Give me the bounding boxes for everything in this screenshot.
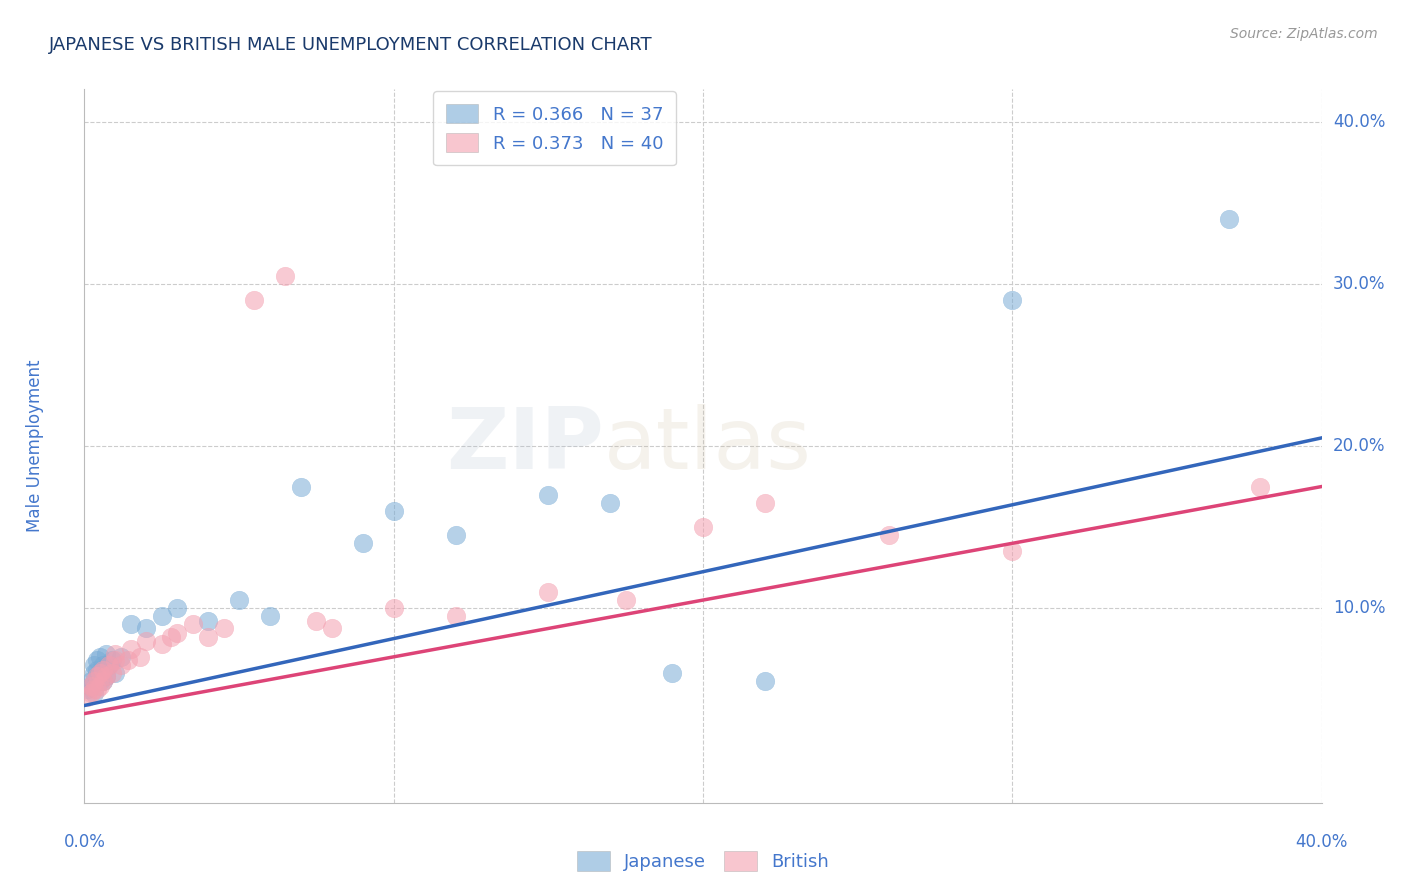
Point <box>537 585 560 599</box>
Point <box>79 679 101 693</box>
Point <box>104 647 127 661</box>
Text: Male Unemployment: Male Unemployment <box>25 359 44 533</box>
Point <box>89 674 111 689</box>
Point <box>101 653 124 667</box>
Point <box>166 625 188 640</box>
Point <box>104 653 127 667</box>
Point <box>212 621 235 635</box>
Point <box>382 601 405 615</box>
Point <box>98 657 121 672</box>
Point <box>692 520 714 534</box>
Text: 20.0%: 20.0% <box>1333 437 1385 455</box>
Point <box>160 631 183 645</box>
Point <box>129 649 152 664</box>
Text: 40.0%: 40.0% <box>1295 833 1348 851</box>
Point <box>135 621 157 635</box>
Point <box>120 641 142 656</box>
Point <box>91 663 114 677</box>
Text: 40.0%: 40.0% <box>1333 112 1385 130</box>
Point <box>228 593 250 607</box>
Point <box>243 293 266 307</box>
Text: ZIP: ZIP <box>446 404 605 488</box>
Point <box>89 666 111 681</box>
Point <box>1249 479 1271 493</box>
Point <box>321 621 343 635</box>
Point <box>101 666 124 681</box>
Point <box>1001 544 1024 558</box>
Point <box>352 536 374 550</box>
Point <box>91 674 114 689</box>
Point <box>110 649 132 664</box>
Text: 0.0%: 0.0% <box>63 833 105 851</box>
Point <box>1001 293 1024 307</box>
Point <box>79 674 101 689</box>
Point <box>91 674 114 689</box>
Point <box>89 666 111 681</box>
Point <box>91 657 114 672</box>
Point <box>197 614 219 628</box>
Point <box>382 504 405 518</box>
Point <box>1218 211 1240 226</box>
Text: Source: ZipAtlas.com: Source: ZipAtlas.com <box>1230 27 1378 41</box>
Point <box>79 679 101 693</box>
Point <box>94 669 117 683</box>
Point <box>197 631 219 645</box>
Text: atlas: atlas <box>605 404 813 488</box>
Point <box>444 609 467 624</box>
Point <box>76 690 98 705</box>
Point <box>274 268 297 283</box>
Point <box>79 685 101 699</box>
Point <box>86 653 108 667</box>
Point <box>135 633 157 648</box>
Legend: R = 0.366   N = 37, R = 0.373   N = 40: R = 0.366 N = 37, R = 0.373 N = 40 <box>433 91 676 165</box>
Point <box>89 649 111 664</box>
Point <box>86 663 108 677</box>
Point <box>86 669 108 683</box>
Point <box>305 614 328 628</box>
Point <box>259 609 281 624</box>
Point <box>614 593 637 607</box>
Text: 30.0%: 30.0% <box>1333 275 1385 293</box>
Point <box>444 528 467 542</box>
Point <box>754 496 776 510</box>
Point <box>83 666 105 681</box>
Point <box>290 479 312 493</box>
Point <box>86 682 108 697</box>
Text: JAPANESE VS BRITISH MALE UNEMPLOYMENT CORRELATION CHART: JAPANESE VS BRITISH MALE UNEMPLOYMENT CO… <box>49 36 652 54</box>
Point <box>150 637 173 651</box>
Point <box>117 653 139 667</box>
Text: 10.0%: 10.0% <box>1333 599 1385 617</box>
Point <box>83 674 105 689</box>
Point <box>661 666 683 681</box>
Point <box>98 657 121 672</box>
Point <box>599 496 621 510</box>
Point <box>104 666 127 681</box>
Point <box>94 669 117 683</box>
Point <box>120 617 142 632</box>
Point <box>94 647 117 661</box>
Point <box>83 685 105 699</box>
Point <box>86 669 108 683</box>
Point <box>181 617 204 632</box>
Legend: Japanese, British: Japanese, British <box>569 844 837 879</box>
Point <box>166 601 188 615</box>
Point <box>150 609 173 624</box>
Point <box>83 682 105 697</box>
Point <box>83 657 105 672</box>
Point <box>110 657 132 672</box>
Point <box>877 528 900 542</box>
Point <box>89 679 111 693</box>
Point <box>537 488 560 502</box>
Point <box>754 674 776 689</box>
Point <box>76 682 98 697</box>
